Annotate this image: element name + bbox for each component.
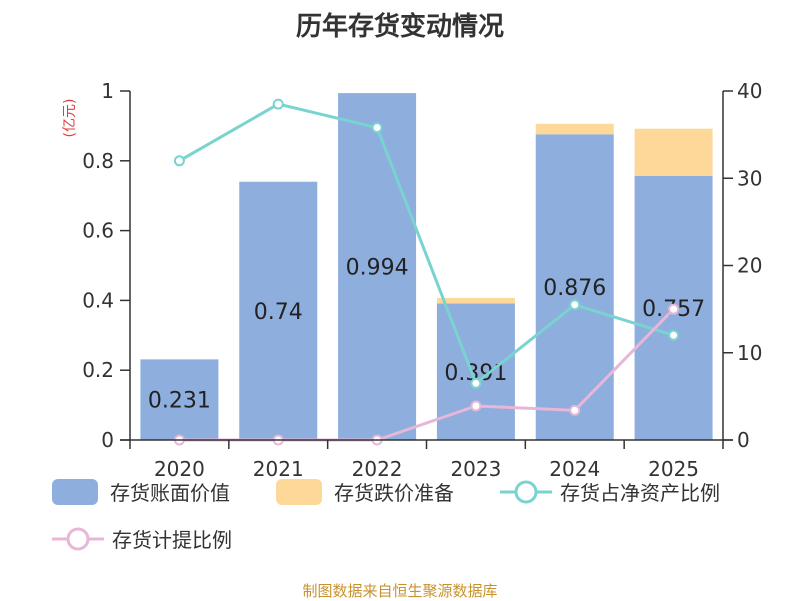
point-ratio-net-assets-2023	[470, 377, 482, 389]
left-tick-label-0.8: 0.8	[82, 149, 114, 173]
left-tick-label-0.4: 0.4	[82, 288, 114, 312]
bar-value-label-2022: 0.994	[346, 256, 409, 281]
point-provision-ratio-2023	[470, 400, 482, 412]
legend-impairment[interactable]: 存货跌价准备	[276, 477, 454, 506]
left-tick-label-1: 1	[101, 79, 114, 103]
legend-swatch-book-value	[52, 478, 98, 505]
source-note: 制图数据来自恒生聚源数据库	[302, 582, 498, 600]
left-axis-unit: (亿元)	[62, 99, 78, 138]
point-provision-ratio-2024	[569, 404, 581, 416]
bar-layer	[140, 93, 713, 441]
right-tick-label-10: 10	[737, 341, 762, 365]
bar-book-value-2022	[338, 93, 417, 441]
legend-provision-ratio[interactable]: 存货计提比例	[52, 524, 232, 553]
point-ratio-net-assets-2025	[668, 329, 680, 341]
right-tick-label-40: 40	[737, 79, 762, 103]
x-tick-label-2021: 2021	[253, 457, 304, 481]
bar-book-value-2024	[535, 134, 614, 440]
legend-swatch-provision-ratio	[52, 527, 104, 550]
left-tick-label-0: 0	[101, 428, 114, 452]
x-tick-label-2022: 2022	[352, 457, 403, 481]
x-tick-label-2024: 2024	[549, 457, 600, 481]
legend-label-ratio-net-assets: 存货占净资产比例	[560, 481, 720, 505]
bar-value-label-2020: 0.231	[148, 389, 211, 414]
right-tick-label-0: 0	[737, 428, 750, 452]
legend-swatch-impairment	[276, 478, 322, 505]
x-tick-label-2020: 2020	[154, 457, 205, 481]
line-ratio-net-assets	[178, 102, 675, 386]
x-tick-label-2023: 2023	[450, 457, 501, 481]
point-ratio-net-assets-2021	[272, 98, 284, 110]
point-ratio-net-assets-2022	[371, 122, 383, 134]
legend-label-book-value: 存货账面价值	[110, 481, 230, 505]
point-provision-ratio-2025	[668, 303, 680, 315]
x-tick-label-2025: 2025	[648, 457, 699, 481]
bar-book-value-2021	[239, 181, 318, 441]
chart-title: 历年存货变动情况	[295, 12, 504, 42]
legend-book-value[interactable]: 存货账面价值	[52, 477, 230, 506]
legend-swatch-ratio-net-assets	[500, 480, 552, 503]
bar-book-value-2023	[436, 303, 515, 440]
legend-label-provision-ratio: 存货计提比例	[112, 528, 232, 552]
bar-value-label-2021: 0.74	[254, 300, 303, 325]
right-tick-label-20: 20	[737, 254, 762, 278]
bar-book-value-2020	[140, 359, 219, 440]
bar-value-label-2024: 0.876	[543, 276, 606, 301]
left-tick-label-0.6: 0.6	[82, 219, 114, 243]
left-tick-label-0.2: 0.2	[82, 358, 114, 382]
point-ratio-net-assets-2020	[173, 155, 185, 167]
legend-label-impairment: 存货跌价准备	[334, 481, 454, 505]
point-ratio-net-assets-2024	[569, 299, 581, 311]
bar-impairment-2023	[436, 297, 515, 304]
bar-impairment-2024	[535, 123, 614, 135]
right-tick-label-30: 30	[737, 166, 762, 190]
bar-impairment-2025	[634, 128, 713, 176]
legend-ratio-net-assets[interactable]: 存货占净资产比例	[500, 477, 720, 506]
